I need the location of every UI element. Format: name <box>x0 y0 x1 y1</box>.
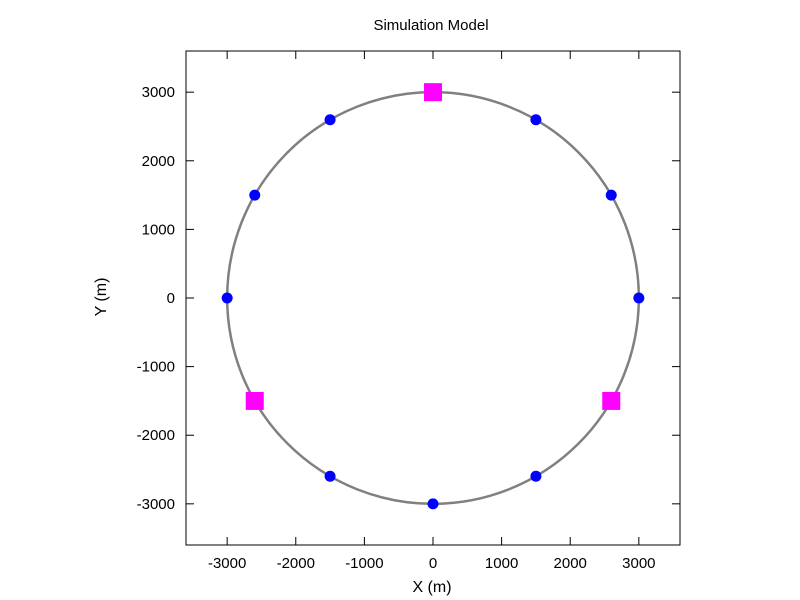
circle-point <box>530 470 542 482</box>
x-tick-label: 1000 <box>485 555 518 572</box>
circle-point <box>324 114 336 126</box>
x-tick-label: -3000 <box>208 555 246 572</box>
plot-frame <box>185 50 681 546</box>
square-point <box>424 83 442 102</box>
x-tick-label: 3000 <box>622 555 655 572</box>
chart-marks <box>221 83 645 510</box>
y-tick-label: 3000 <box>142 84 175 101</box>
x-tick-label: 0 <box>429 555 437 572</box>
circle-point <box>221 292 233 304</box>
circle-point <box>427 498 439 510</box>
x-tick-label: 2000 <box>554 555 587 572</box>
trajectory-circle <box>225 90 641 506</box>
circle-point <box>633 292 645 304</box>
circle-point <box>249 189 261 201</box>
x-tick-label: -1000 <box>345 555 383 572</box>
y-tick-label: 2000 <box>142 153 175 170</box>
circle-point <box>530 114 542 126</box>
y-tick-label: -3000 <box>137 496 175 513</box>
x-tick-label: -2000 <box>277 555 315 572</box>
y-axis-label: Y (m) <box>93 278 110 317</box>
y-tick-label: 0 <box>167 290 175 307</box>
y-tick-label: -2000 <box>137 427 175 444</box>
y-tick-label: -1000 <box>137 359 175 376</box>
axis-ticks: -3000 -2000 -1000 0 1000 2000 3000 -3000 -2000 -1… <box>137 51 680 572</box>
square-point <box>245 391 264 410</box>
circle-point <box>324 470 336 482</box>
circle-point <box>605 189 617 201</box>
x-axis-label: X (m) <box>412 579 451 596</box>
chart-title: Simulation Model <box>373 17 488 34</box>
y-tick-label: 1000 <box>142 221 175 238</box>
square-point <box>602 391 621 410</box>
